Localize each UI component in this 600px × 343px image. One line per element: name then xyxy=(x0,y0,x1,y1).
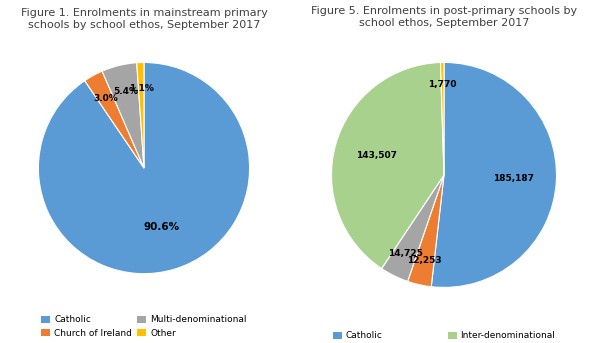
Wedge shape xyxy=(382,175,444,281)
Wedge shape xyxy=(38,62,250,274)
Text: 12,253: 12,253 xyxy=(407,256,442,265)
Text: 1.1%: 1.1% xyxy=(129,84,154,93)
Wedge shape xyxy=(440,62,444,175)
Wedge shape xyxy=(102,63,144,168)
Text: 3.0%: 3.0% xyxy=(94,94,118,103)
Wedge shape xyxy=(331,62,444,269)
Legend: Catholic, Church of Ireland, Multi-denominational, Other: Catholic, Church of Ireland, Multi-denom… xyxy=(41,315,247,338)
Text: 90.6%: 90.6% xyxy=(144,222,180,232)
Wedge shape xyxy=(431,62,557,287)
Title: Figure 1. Enrolments in mainstream primary
schools by school ethos, September 20: Figure 1. Enrolments in mainstream prima… xyxy=(20,8,268,30)
Legend: Catholic, Church of Ireland, Multi-denominational, Inter-denominational, Other: Catholic, Church of Ireland, Multi-denom… xyxy=(333,331,555,343)
Text: 185,187: 185,187 xyxy=(493,174,534,184)
Wedge shape xyxy=(407,175,444,287)
Wedge shape xyxy=(137,62,144,168)
Text: 5.4%: 5.4% xyxy=(113,87,138,96)
Text: 14,725: 14,725 xyxy=(388,249,422,258)
Text: 143,507: 143,507 xyxy=(356,151,397,160)
Wedge shape xyxy=(85,71,144,168)
Title: Figure 5. Enrolments in post-primary schools by
school ethos, September 2017: Figure 5. Enrolments in post-primary sch… xyxy=(311,7,577,28)
Text: 1,770: 1,770 xyxy=(428,81,457,90)
